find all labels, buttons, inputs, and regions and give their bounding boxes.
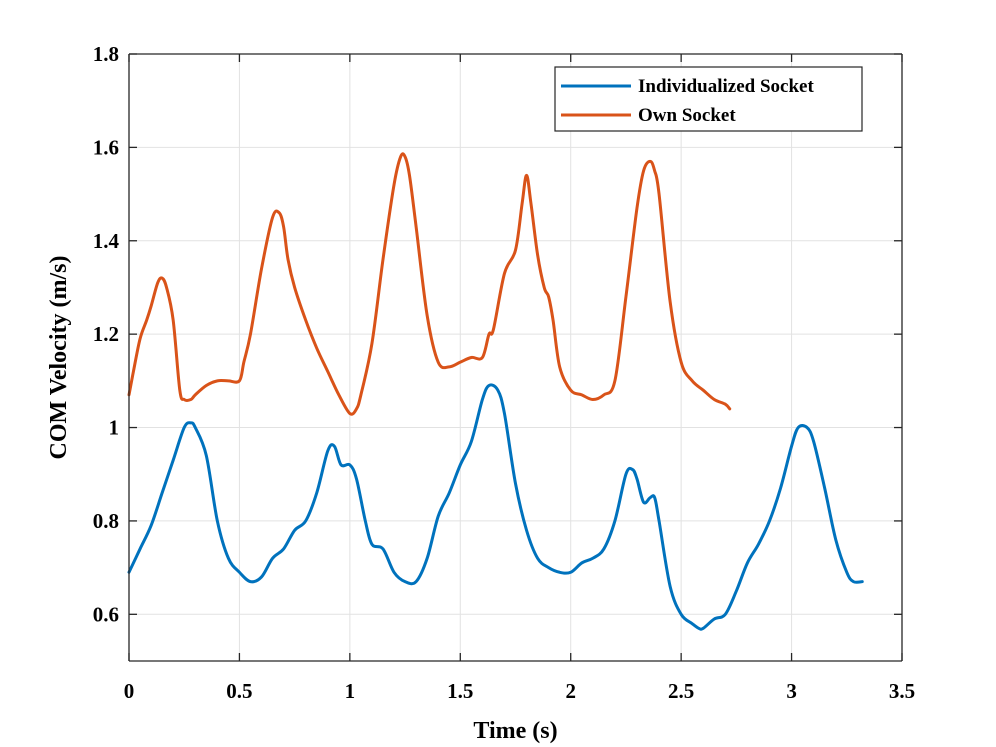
x-tick-label: 3.5	[889, 679, 915, 703]
x-tick-label: 1.5	[447, 679, 473, 703]
y-tick-label: 0.8	[93, 509, 119, 533]
plot-area	[129, 54, 902, 661]
series-group	[127, 152, 864, 631]
y-axis-label: COM Velocity (m/s)	[46, 256, 72, 460]
x-tick-label: 0	[124, 679, 135, 703]
x-axis-label: Time (s)	[473, 718, 557, 744]
ticks: 0 0.5 1 1.5 2 2.5 3 3.5 0.6 0.8 1 1.2 1.4 1.6 1.8	[93, 42, 915, 703]
axes	[128, 53, 903, 662]
y-tick-label: 1	[109, 416, 120, 440]
x-tick-label: 1	[345, 679, 356, 703]
y-tick-label: 1.8	[93, 42, 119, 66]
y-tick-label: 1.2	[93, 322, 119, 346]
y-tick-label: 1.6	[93, 135, 119, 159]
x-tick-label: 3	[786, 679, 797, 703]
legend-label-own-socket: Own Socket	[638, 105, 736, 126]
series-line-individualized-socket	[127, 383, 864, 631]
y-tick-label: 1.4	[93, 229, 120, 253]
series-line-own-socket	[127, 152, 732, 416]
legend-box	[554, 66, 863, 132]
x-tick-label: 2.5	[668, 679, 694, 703]
legend-label-individualized-socket: Individualized Socket	[638, 76, 814, 97]
legend: Individualized Socket Own Socket	[554, 66, 863, 132]
y-tick-label: 0.6	[93, 602, 119, 626]
x-tick-label: 2	[565, 679, 576, 703]
x-tick-label: 0.5	[226, 679, 252, 703]
